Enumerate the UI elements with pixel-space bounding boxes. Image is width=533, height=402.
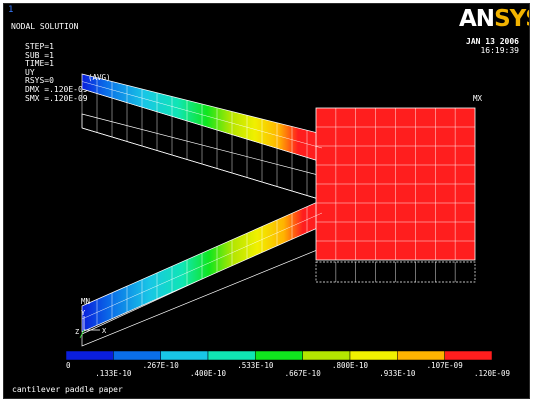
legend-tick-label: .800E-10 <box>332 361 369 370</box>
mesh-line <box>81 81 323 149</box>
legend-tick-label: .533E-10 <box>237 361 274 370</box>
axis-z-label: Z <box>75 328 79 336</box>
legend-swatch <box>349 350 398 361</box>
info-line: STEP=1 <box>25 42 54 51</box>
contour-legend <box>65 350 493 361</box>
graphics-viewport[interactable]: 1 NODAL SOLUTION STEP=1 SUB =1 TIME=1 UY… <box>3 3 530 399</box>
solution-info: STEP=1 SUB =1 TIME=1 UY RSYS=0 DMX =.120… <box>25 42 88 103</box>
plot-time: 16:19:39 <box>480 45 519 55</box>
legend-swatch <box>255 350 303 361</box>
plot-date: JAN 13 2006 <box>466 37 519 46</box>
legend-tick-label: .133E-10 <box>95 369 132 378</box>
legend-tick-label: .267E-10 <box>143 361 180 370</box>
fea-model-plot: (AVG) MX MN Y Z X 0 .133E-10 .267E-10 .400E… <box>65 73 510 378</box>
mesh-lines <box>81 77 475 326</box>
axis-y-label: Y <box>81 309 86 317</box>
axis-x-label: X <box>102 327 107 335</box>
mesh-line <box>81 212 323 320</box>
legend-tick-label: 0 <box>66 361 71 370</box>
legend-swatch <box>444 350 493 361</box>
info-line: TIME=1 <box>25 59 54 69</box>
info-line: DMX =.120E-09 <box>25 84 88 94</box>
legend-swatch <box>302 350 351 361</box>
legend-tick-label: .400E-10 <box>190 369 227 378</box>
legend-swatch <box>160 350 209 361</box>
legend-tick-label: .120E-09 <box>474 369 510 378</box>
axis-triad <box>79 316 100 339</box>
legend-swatch <box>65 350 114 361</box>
info-line: RSYS=0 <box>25 76 54 86</box>
info-line: SMX =.120E-09 <box>25 93 88 103</box>
info-line: UY <box>25 67 35 77</box>
legend-tick-label: .933E-10 <box>379 369 416 378</box>
plot-caption: cantilever paddle paper <box>12 385 123 394</box>
avg-label: (AVG) <box>88 73 111 82</box>
legend-swatch <box>397 350 445 361</box>
ansys-logo: ANSYS <box>459 6 529 32</box>
legend-swatch <box>113 350 161 361</box>
legend-tick-label: .107E-09 <box>427 361 463 370</box>
window-number: 1 <box>8 5 14 15</box>
info-line: SUB =1 <box>25 50 54 60</box>
plot-title: NODAL SOLUTION <box>11 22 79 31</box>
datetime-stamp: JAN 13 2006 16:19:39 <box>466 37 519 55</box>
min-label: MN <box>81 297 90 306</box>
legend-tick-label: .667E-10 <box>285 369 322 378</box>
max-label: MX <box>473 94 483 103</box>
legend-swatch <box>207 350 256 361</box>
legend-labels: 0 .133E-10 .267E-10 .400E-10 .533E-10 .667E-1… <box>66 361 510 378</box>
